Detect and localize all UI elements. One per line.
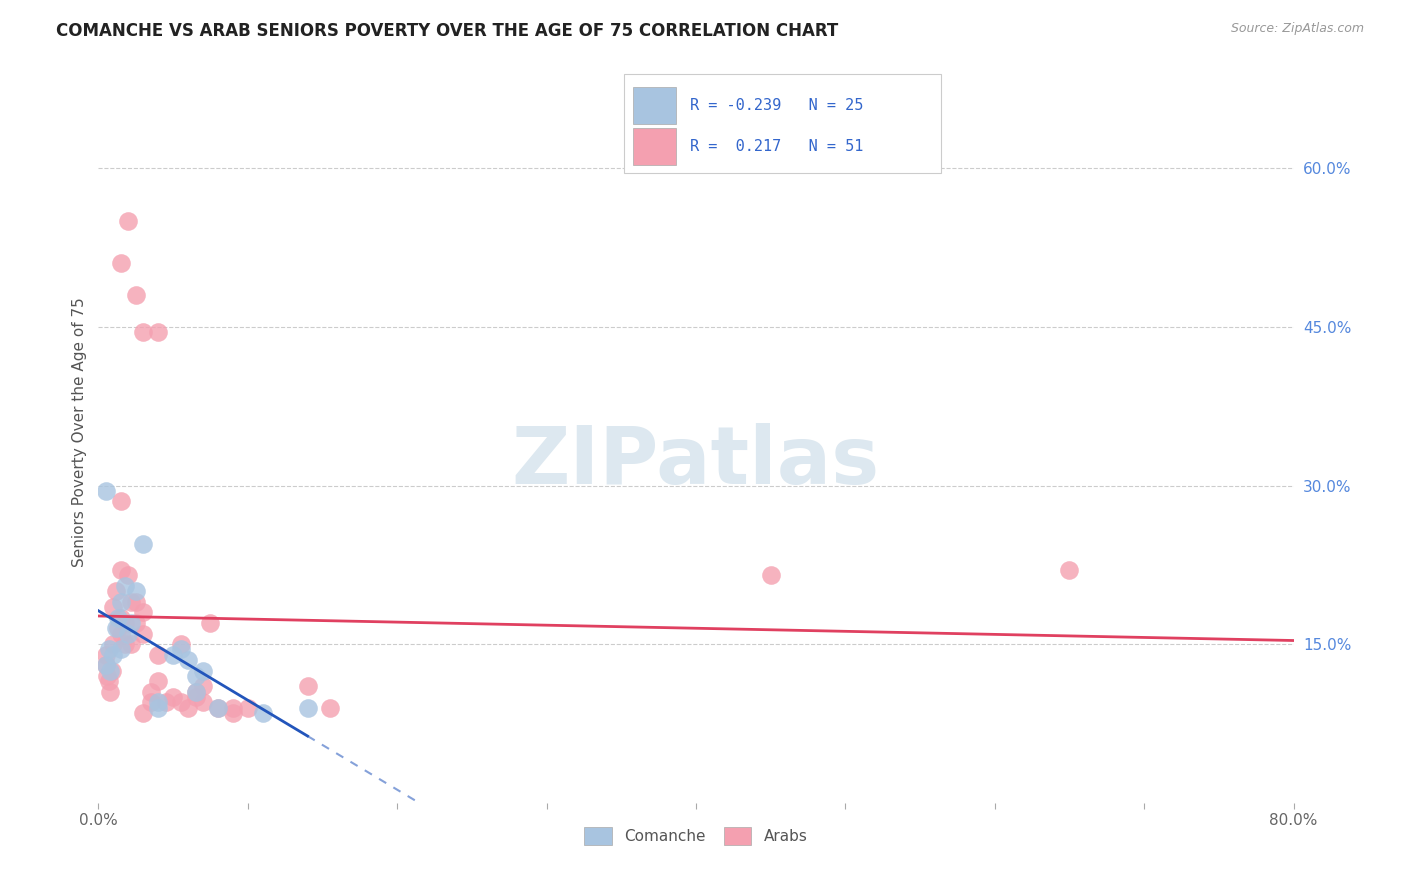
Point [162, 690, 184, 704]
Point [162, 648, 184, 662]
Point [114, 637, 136, 651]
Point [169, 695, 191, 709]
Point [148, 700, 170, 714]
Point [169, 642, 191, 657]
Point [98, 664, 122, 678]
Point [101, 664, 124, 678]
Point [759, 568, 782, 582]
Point [107, 621, 129, 635]
Point [110, 595, 132, 609]
Point [222, 700, 245, 714]
Point [177, 700, 200, 714]
Point [98, 685, 122, 699]
Point [169, 637, 191, 651]
Point [105, 621, 128, 635]
Point [148, 648, 170, 662]
Point [125, 584, 148, 599]
FancyBboxPatch shape [633, 128, 676, 165]
Point [94, 648, 117, 662]
Point [252, 706, 274, 720]
Point [139, 685, 162, 699]
Point [117, 626, 139, 640]
Point [96, 669, 118, 683]
Legend: Comanche, Arabs: Comanche, Arabs [578, 821, 814, 851]
Point [103, 648, 125, 662]
Point [110, 642, 132, 657]
Point [207, 700, 229, 714]
Point [184, 685, 207, 699]
Point [125, 595, 148, 609]
Point [184, 669, 207, 683]
Point [107, 610, 129, 624]
Point [110, 610, 132, 624]
Point [200, 615, 222, 630]
Point [105, 584, 128, 599]
Point [148, 674, 170, 689]
Point [155, 695, 177, 709]
Point [125, 615, 148, 630]
Y-axis label: Seniors Poverty Over the Age of 75: Seniors Poverty Over the Age of 75 [72, 298, 87, 567]
Point [114, 579, 136, 593]
Point [94, 658, 117, 673]
Point [236, 700, 259, 714]
Point [148, 325, 170, 339]
Point [110, 563, 132, 577]
FancyBboxPatch shape [624, 73, 941, 173]
Point [120, 637, 142, 651]
Text: R = -0.239   N = 25: R = -0.239 N = 25 [690, 98, 863, 113]
Point [132, 536, 155, 550]
Point [132, 606, 155, 620]
Point [139, 695, 162, 709]
Point [94, 483, 117, 498]
Point [97, 674, 120, 689]
Point [191, 695, 214, 709]
Text: R =  0.217   N = 51: R = 0.217 N = 51 [690, 139, 863, 154]
Point [177, 653, 200, 667]
Point [103, 637, 125, 651]
Text: Source: ZipAtlas.com: Source: ZipAtlas.com [1230, 22, 1364, 36]
Point [110, 494, 132, 508]
Point [117, 214, 139, 228]
Point [297, 700, 319, 714]
Point [222, 706, 245, 720]
Point [132, 626, 155, 640]
Point [97, 642, 120, 657]
Point [1059, 563, 1081, 577]
Point [191, 664, 214, 678]
Text: ZIPatlas: ZIPatlas [512, 423, 880, 501]
Point [94, 658, 117, 673]
Point [117, 568, 139, 582]
Point [125, 288, 148, 302]
Point [319, 700, 342, 714]
Point [103, 600, 125, 615]
Point [207, 700, 229, 714]
FancyBboxPatch shape [633, 87, 676, 124]
Point [184, 685, 207, 699]
Point [132, 325, 155, 339]
Point [110, 256, 132, 270]
Point [297, 680, 319, 694]
Point [132, 706, 155, 720]
Point [120, 615, 142, 630]
Point [184, 690, 207, 704]
Text: COMANCHE VS ARAB SENIORS POVERTY OVER THE AGE OF 75 CORRELATION CHART: COMANCHE VS ARAB SENIORS POVERTY OVER TH… [56, 22, 838, 40]
Point [114, 615, 136, 630]
Point [110, 626, 132, 640]
Point [191, 680, 214, 694]
Point [148, 695, 170, 709]
Point [120, 595, 142, 609]
